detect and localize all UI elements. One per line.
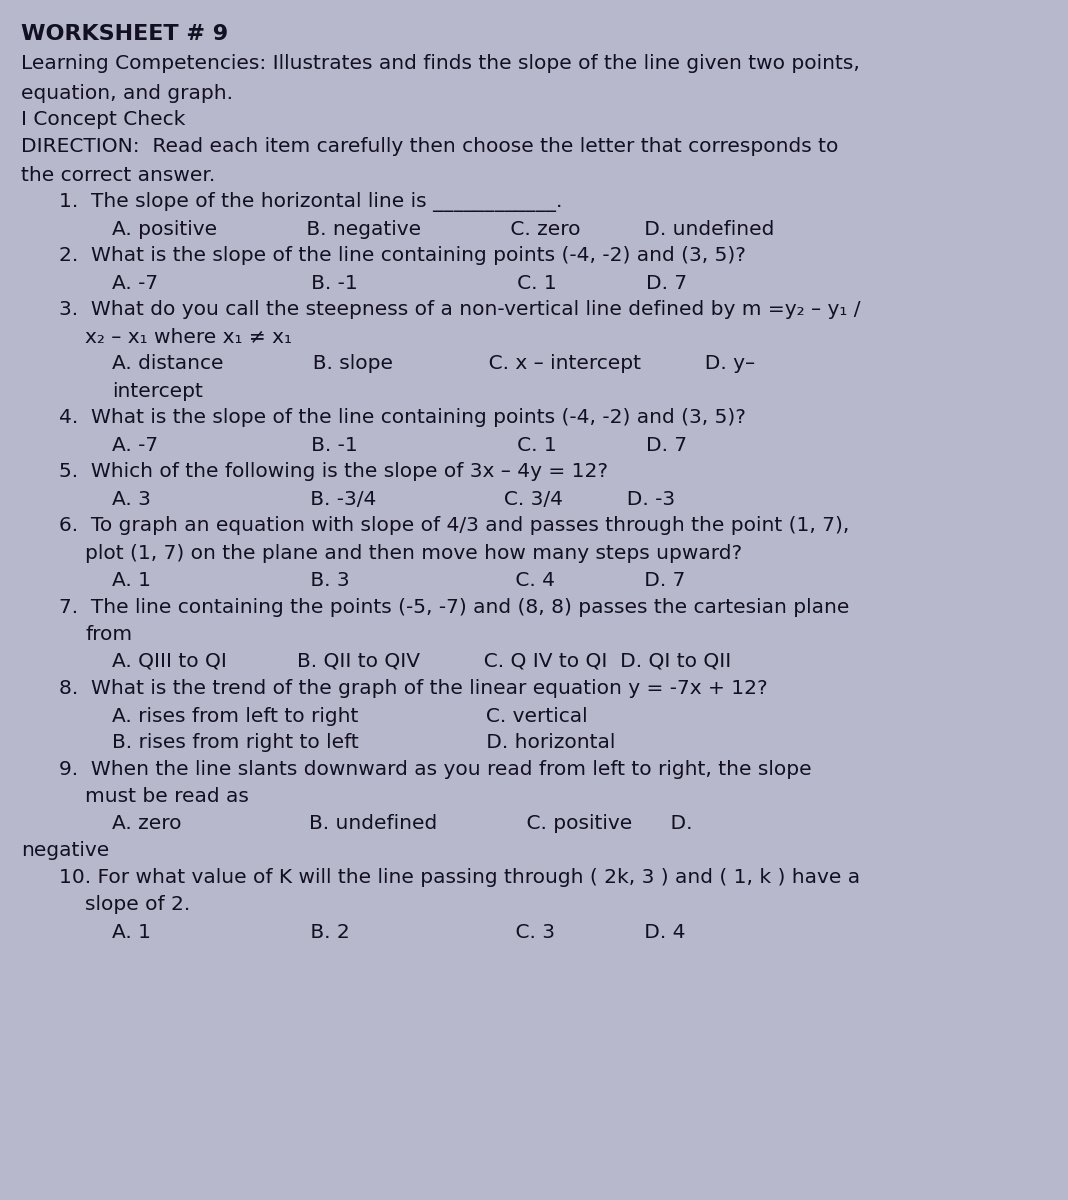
Text: from: from <box>85 625 132 644</box>
Text: A. QIII to QI           B. QII to QIV          C. Q IV to QI  D. QI to QII: A. QIII to QI B. QII to QIV C. Q IV to Q… <box>112 652 732 671</box>
Text: intercept: intercept <box>112 382 203 401</box>
Text: B. rises from right to left                    D. horizontal: B. rises from right to left D. horizonta… <box>112 733 615 752</box>
Text: A. rises from left to right                    C. vertical: A. rises from left to right C. vertical <box>112 707 587 726</box>
Text: x₂ – x₁ where x₁ ≠ x₁: x₂ – x₁ where x₁ ≠ x₁ <box>85 328 293 347</box>
Text: the correct answer.: the correct answer. <box>21 166 216 185</box>
Text: WORKSHEET # 9: WORKSHEET # 9 <box>21 24 229 44</box>
Text: A. -7                        B. -1                         C. 1              D. : A. -7 B. -1 C. 1 D. <box>112 436 688 455</box>
Text: slope of 2.: slope of 2. <box>85 895 191 914</box>
Text: 6.  To graph an equation with slope of 4/3 and passes through the point (1, 7),: 6. To graph an equation with slope of 4/… <box>59 516 849 535</box>
Text: equation, and graph.: equation, and graph. <box>21 84 234 103</box>
Text: 5.  Which of the following is the slope of 3x – 4y = 12?: 5. Which of the following is the slope o… <box>59 462 608 481</box>
Text: DIRECTION:  Read each item carefully then choose the letter that corresponds to: DIRECTION: Read each item carefully then… <box>21 137 838 156</box>
Text: 1.  The slope of the horizontal line is ____________.: 1. The slope of the horizontal line is _… <box>59 192 562 212</box>
Text: A. positive              B. negative              C. zero          D. undefined: A. positive B. negative C. zero D. undef… <box>112 220 774 239</box>
Text: A. -7                        B. -1                         C. 1              D. : A. -7 B. -1 C. 1 D. <box>112 274 688 293</box>
Text: 9.  When the line slants downward as you read from left to right, the slope: 9. When the line slants downward as you … <box>59 760 812 779</box>
Text: plot (1, 7) on the plane and then move how many steps upward?: plot (1, 7) on the plane and then move h… <box>85 544 742 563</box>
Text: 10. For what value of K will the line passing through ( 2k, 3 ) and ( 1, k ) hav: 10. For what value of K will the line pa… <box>59 868 860 887</box>
Text: 2.  What is the slope of the line containing points (-4, -2) and (3, 5)?: 2. What is the slope of the line contain… <box>59 246 745 265</box>
Text: Learning Competencies: Illustrates and finds the slope of the line given two poi: Learning Competencies: Illustrates and f… <box>21 54 860 73</box>
Text: A. 3                         B. -3/4                    C. 3/4          D. -3: A. 3 B. -3/4 C. 3/4 D. -3 <box>112 490 675 509</box>
Text: 3.  What do you call the steepness of a non-vertical line defined by m =y₂ – y₁ : 3. What do you call the steepness of a n… <box>59 300 860 319</box>
Text: 8.  What is the trend of the graph of the linear equation y = -7x + 12?: 8. What is the trend of the graph of the… <box>59 679 768 698</box>
Text: A. distance              B. slope               C. x – intercept          D. y–: A. distance B. slope C. x – intercept D.… <box>112 354 755 373</box>
Text: negative: negative <box>21 841 110 860</box>
Text: 4.  What is the slope of the line containing points (-4, -2) and (3, 5)?: 4. What is the slope of the line contain… <box>59 408 745 427</box>
Text: A. zero                    B. undefined              C. positive      D.: A. zero B. undefined C. positive D. <box>112 814 693 833</box>
Text: A. 1                         B. 2                          C. 3              D. : A. 1 B. 2 C. 3 D. <box>112 923 686 942</box>
Text: I Concept Check: I Concept Check <box>21 110 186 130</box>
Text: A. 1                         B. 3                          C. 4              D. : A. 1 B. 3 C. 4 D. <box>112 571 686 590</box>
Text: 7.  The line containing the points (-5, -7) and (8, 8) passes the cartesian plan: 7. The line containing the points (-5, -… <box>59 598 849 617</box>
Text: must be read as: must be read as <box>85 787 249 806</box>
